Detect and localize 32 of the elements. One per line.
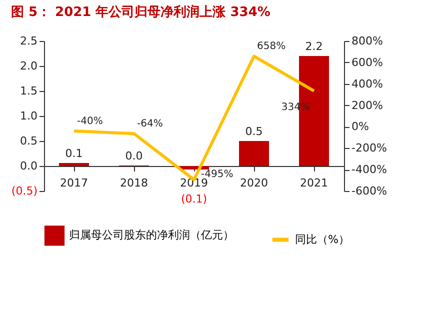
legend-label: 同比（%） (295, 232, 350, 246)
data-label: 0.1 (65, 147, 83, 160)
y-tick-label: 2.5 (20, 34, 38, 48)
data-label: 0.0 (125, 150, 143, 162)
y2-tick-label: 600% (352, 56, 383, 69)
y-tick-label: 1.5 (20, 84, 38, 98)
data-label: 0.5 (245, 125, 263, 138)
x-tick-label: 2021 (300, 176, 328, 190)
y-tick-label: 0.5 (20, 134, 38, 148)
x-tick-label: 2020 (240, 176, 268, 190)
data-label: 658% (257, 41, 286, 52)
y-tick-label: 2.0 (20, 60, 38, 72)
data-label: 2.2 (305, 40, 323, 53)
y2-tick-label: -400% (352, 163, 387, 176)
x-tick-label: 2018 (120, 176, 148, 190)
data-label: (0.1) (180, 192, 208, 206)
y-tick-label: 0.0 (20, 160, 38, 172)
y-tick-label: (0.5) (11, 184, 38, 198)
x-tick-label: 2017 (60, 176, 88, 190)
bar (59, 163, 89, 166)
y2-tick-label: 200% (352, 98, 383, 112)
y-tick-label: 1.0 (20, 110, 38, 122)
bar (239, 141, 269, 166)
data-label: -40% (77, 116, 103, 127)
y2-tick-label: 800% (352, 34, 383, 48)
y2-tick-label: -600% (352, 184, 387, 198)
y2-tick-label: -200% (352, 142, 387, 155)
y2-tick-label: 400% (352, 77, 383, 90)
y2-tick-label: 0% (352, 120, 369, 134)
chart-title: 图 5： 2021 年公司归母净利润上涨 334% (10, 4, 270, 20)
data-label: -64% (137, 118, 163, 130)
legend-label: 归属母公司股东的净利润（亿元） (69, 228, 234, 242)
